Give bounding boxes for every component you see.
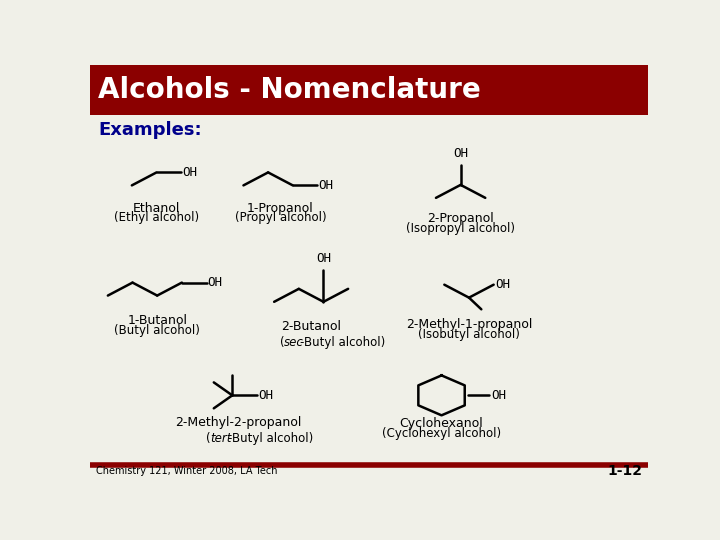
Text: (Propyl alcohol): (Propyl alcohol) [235,211,326,224]
Text: Chemistry 121, Winter 2008, LA Tech: Chemistry 121, Winter 2008, LA Tech [96,467,277,476]
Text: Alcohols - Nomenclature: Alcohols - Nomenclature [99,76,481,104]
Text: (: ( [205,432,210,445]
Text: Examples:: Examples: [99,121,202,139]
Text: 1-12: 1-12 [608,464,642,478]
Text: (Ethyl alcohol): (Ethyl alcohol) [114,211,199,224]
Text: (Cyclohexyl alcohol): (Cyclohexyl alcohol) [382,427,501,440]
Text: -Butyl alcohol): -Butyl alcohol) [228,432,313,445]
Text: OH: OH [318,179,333,192]
Text: OH: OH [453,147,468,160]
Text: 2-Butanol: 2-Butanol [281,320,341,333]
Text: (: ( [281,336,285,349]
FancyBboxPatch shape [90,65,648,114]
Text: Ethanol: Ethanol [132,202,180,215]
Text: 2-Propanol: 2-Propanol [427,212,494,225]
Text: tert: tert [210,432,231,445]
Text: OH: OH [316,252,331,265]
Text: (Butyl alcohol): (Butyl alcohol) [114,323,200,336]
Text: OH: OH [491,389,506,402]
Text: 1-Butanol: 1-Butanol [127,314,187,327]
Text: OH: OH [495,278,510,291]
Text: OH: OH [258,389,274,402]
Text: 1-Propanol: 1-Propanol [247,202,314,215]
Text: (Isobutyl alcohol): (Isobutyl alcohol) [418,328,520,341]
Text: -Butyl alcohol): -Butyl alcohol) [300,336,385,349]
Text: (Isopropyl alcohol): (Isopropyl alcohol) [406,222,515,235]
Text: sec: sec [284,336,305,349]
Text: 2-Methyl-2-propanol: 2-Methyl-2-propanol [175,416,301,429]
Text: 2-Methyl-1-propanol: 2-Methyl-1-propanol [406,318,532,331]
Text: OH: OH [182,166,197,179]
Text: OH: OH [207,276,222,289]
Text: Cyclohexanol: Cyclohexanol [400,417,483,430]
